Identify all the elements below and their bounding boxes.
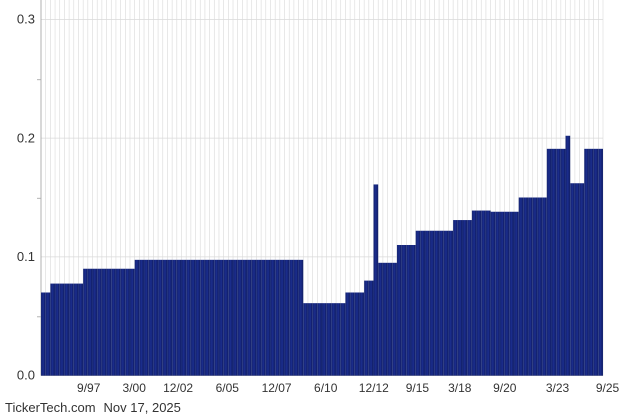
svg-text:9/20: 9/20 [493,381,517,395]
svg-text:0.0: 0.0 [17,368,35,383]
svg-text:3/18: 3/18 [448,381,472,395]
svg-text:3/00: 3/00 [123,381,147,395]
svg-text:9/15: 9/15 [406,381,430,395]
svg-text:6/10: 6/10 [314,381,338,395]
svg-text:12/12: 12/12 [359,381,389,395]
svg-text:9/25: 9/25 [596,381,620,395]
svg-text:3/23: 3/23 [546,381,570,395]
svg-text:9/97: 9/97 [77,381,101,395]
svg-text:0.2: 0.2 [17,130,35,145]
svg-text:12/02: 12/02 [163,381,193,395]
svg-text:6/05: 6/05 [216,381,240,395]
svg-text:12/07: 12/07 [262,381,292,395]
svg-text:0.3: 0.3 [17,12,35,27]
svg-text:0.1: 0.1 [17,249,35,264]
